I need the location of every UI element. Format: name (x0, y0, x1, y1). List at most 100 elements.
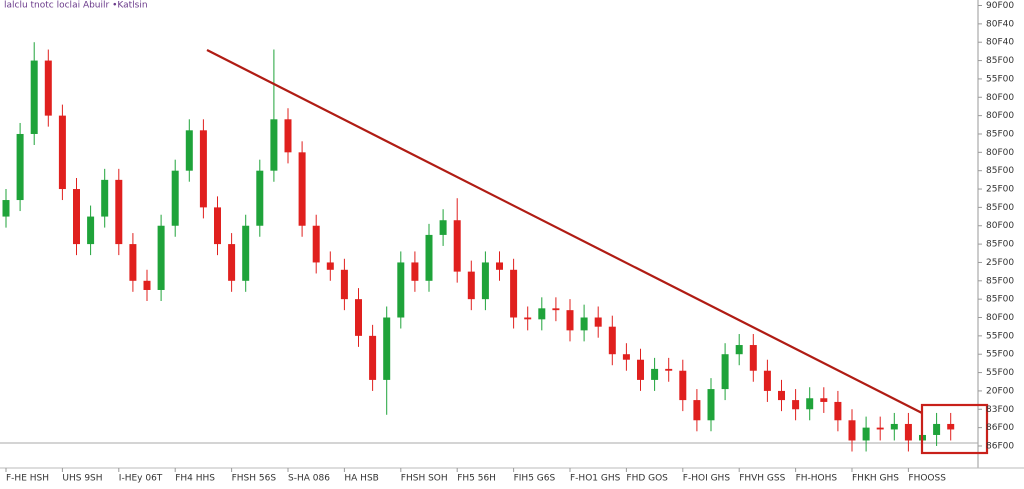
candle-body (848, 420, 856, 441)
y-tick-label: 20F00 (986, 386, 1014, 396)
candle-body (355, 299, 362, 336)
candle-body (171, 170, 179, 226)
candle-body (242, 225, 250, 281)
y-tick-label: 80F40 (986, 38, 1014, 48)
candle-body (256, 170, 264, 226)
candle-body (637, 359, 644, 380)
candle-body (369, 335, 377, 380)
candle-body (2, 200, 10, 217)
candle-body (834, 401, 842, 421)
candle-body (439, 220, 447, 235)
y-tick-label: 25F00 (986, 258, 1014, 268)
y-tick-label: 86F00 (986, 441, 1014, 451)
candle-body (453, 220, 461, 272)
candle-body (115, 179, 123, 245)
candle-body (651, 368, 659, 380)
candle-body (58, 115, 66, 190)
candle-body (778, 390, 785, 401)
x-tick-label: F-HE HSH (6, 474, 49, 484)
candle-body (383, 317, 391, 380)
candle-body (622, 354, 630, 360)
y-tick-label: 85F00 (986, 276, 1014, 286)
y-tick-label: 85F00 (986, 295, 1014, 305)
y-tick-label: 55F00 (986, 350, 1014, 360)
candle-body (481, 262, 489, 300)
x-tick-label: FIH5 G6S (514, 474, 556, 484)
candle-body (707, 389, 715, 421)
x-tick-label: FHKH GHS (852, 474, 899, 484)
highlight-box (920, 403, 989, 455)
candle-body (608, 326, 616, 355)
candle-body (792, 400, 800, 410)
candle-body (467, 271, 475, 300)
y-tick-label: 55F00 (986, 74, 1014, 84)
candle-body (312, 225, 320, 263)
x-tick-label: FHSH SOH (401, 474, 448, 484)
candle-body (806, 398, 814, 410)
y-tick-label: 80F00 (986, 93, 1014, 103)
candle-body (721, 354, 729, 390)
x-tick-label: F-HO1 GHS (570, 474, 621, 484)
candle-body (580, 317, 588, 331)
y-tick-label: 85F00 (986, 240, 1014, 250)
y-tick-label: 55F00 (986, 368, 1014, 378)
candle-body (524, 317, 532, 320)
y-tick-label: 85F00 (986, 166, 1014, 176)
candle-body (904, 423, 912, 441)
candle-body (763, 370, 771, 391)
y-tick-label: 83F00 (986, 405, 1014, 415)
x-tick-label: F-HOI GHS (683, 474, 731, 484)
chart-title: lalclu tnotc loclai Abuilr •Katlsin (4, 1, 148, 11)
candle-body (665, 368, 673, 371)
y-tick-label: 80F00 (986, 313, 1014, 323)
y-tick-label: 86F00 (986, 423, 1014, 433)
y-tick-label: 90F00 (986, 1, 1014, 11)
candle-body (73, 189, 80, 245)
candle-body (876, 427, 884, 430)
candle-body (425, 234, 433, 281)
x-tick-label: UHS 9SH (62, 474, 102, 484)
candle-body (143, 280, 151, 290)
candle-body (594, 317, 602, 327)
x-tick-label: FHD GOS (626, 474, 668, 484)
candle-body (947, 423, 955, 430)
x-tick-label: I-HEy 06T (119, 474, 163, 484)
candle-body (510, 269, 518, 318)
candle-body (270, 119, 278, 171)
x-tick-label: FH-HOHS (796, 474, 838, 484)
x-tick-label: S-HA 086 (288, 474, 330, 484)
candle-body (566, 310, 574, 331)
y-tick-label: 80F00 (986, 221, 1014, 231)
plot (2, 42, 955, 452)
candle-body (228, 244, 236, 281)
candle-body (538, 308, 546, 320)
candle-body (397, 262, 405, 318)
x-tick-label: FH5 56H (457, 474, 496, 484)
y-tick-label: 80F00 (986, 111, 1014, 121)
candle-body (933, 423, 941, 435)
candle-body (101, 179, 109, 217)
y-tick-label: 85F00 (986, 203, 1014, 213)
candle-body (199, 130, 207, 208)
x-tick-label: FH4 HHS (175, 474, 215, 484)
candle-body (496, 262, 503, 270)
candle-body (298, 152, 306, 226)
y-tick-label: 25F00 (986, 185, 1014, 195)
candle-body (284, 119, 292, 153)
candle-body (87, 216, 95, 245)
candle-body (157, 225, 165, 290)
candle-body (214, 207, 221, 245)
y-tick-label: 85F00 (986, 56, 1014, 66)
candle-body (820, 398, 828, 402)
y-tick-label: 85F00 (986, 129, 1014, 139)
y-tick-label: 80F00 (986, 148, 1014, 158)
y-tick-label: 55F00 (986, 331, 1014, 341)
x-tick-label: FHOOSS (908, 474, 946, 484)
candle-body (326, 262, 334, 270)
candle-body (44, 60, 52, 116)
candle-body (749, 345, 757, 371)
candle-body (16, 133, 24, 201)
candle-body (411, 262, 419, 281)
